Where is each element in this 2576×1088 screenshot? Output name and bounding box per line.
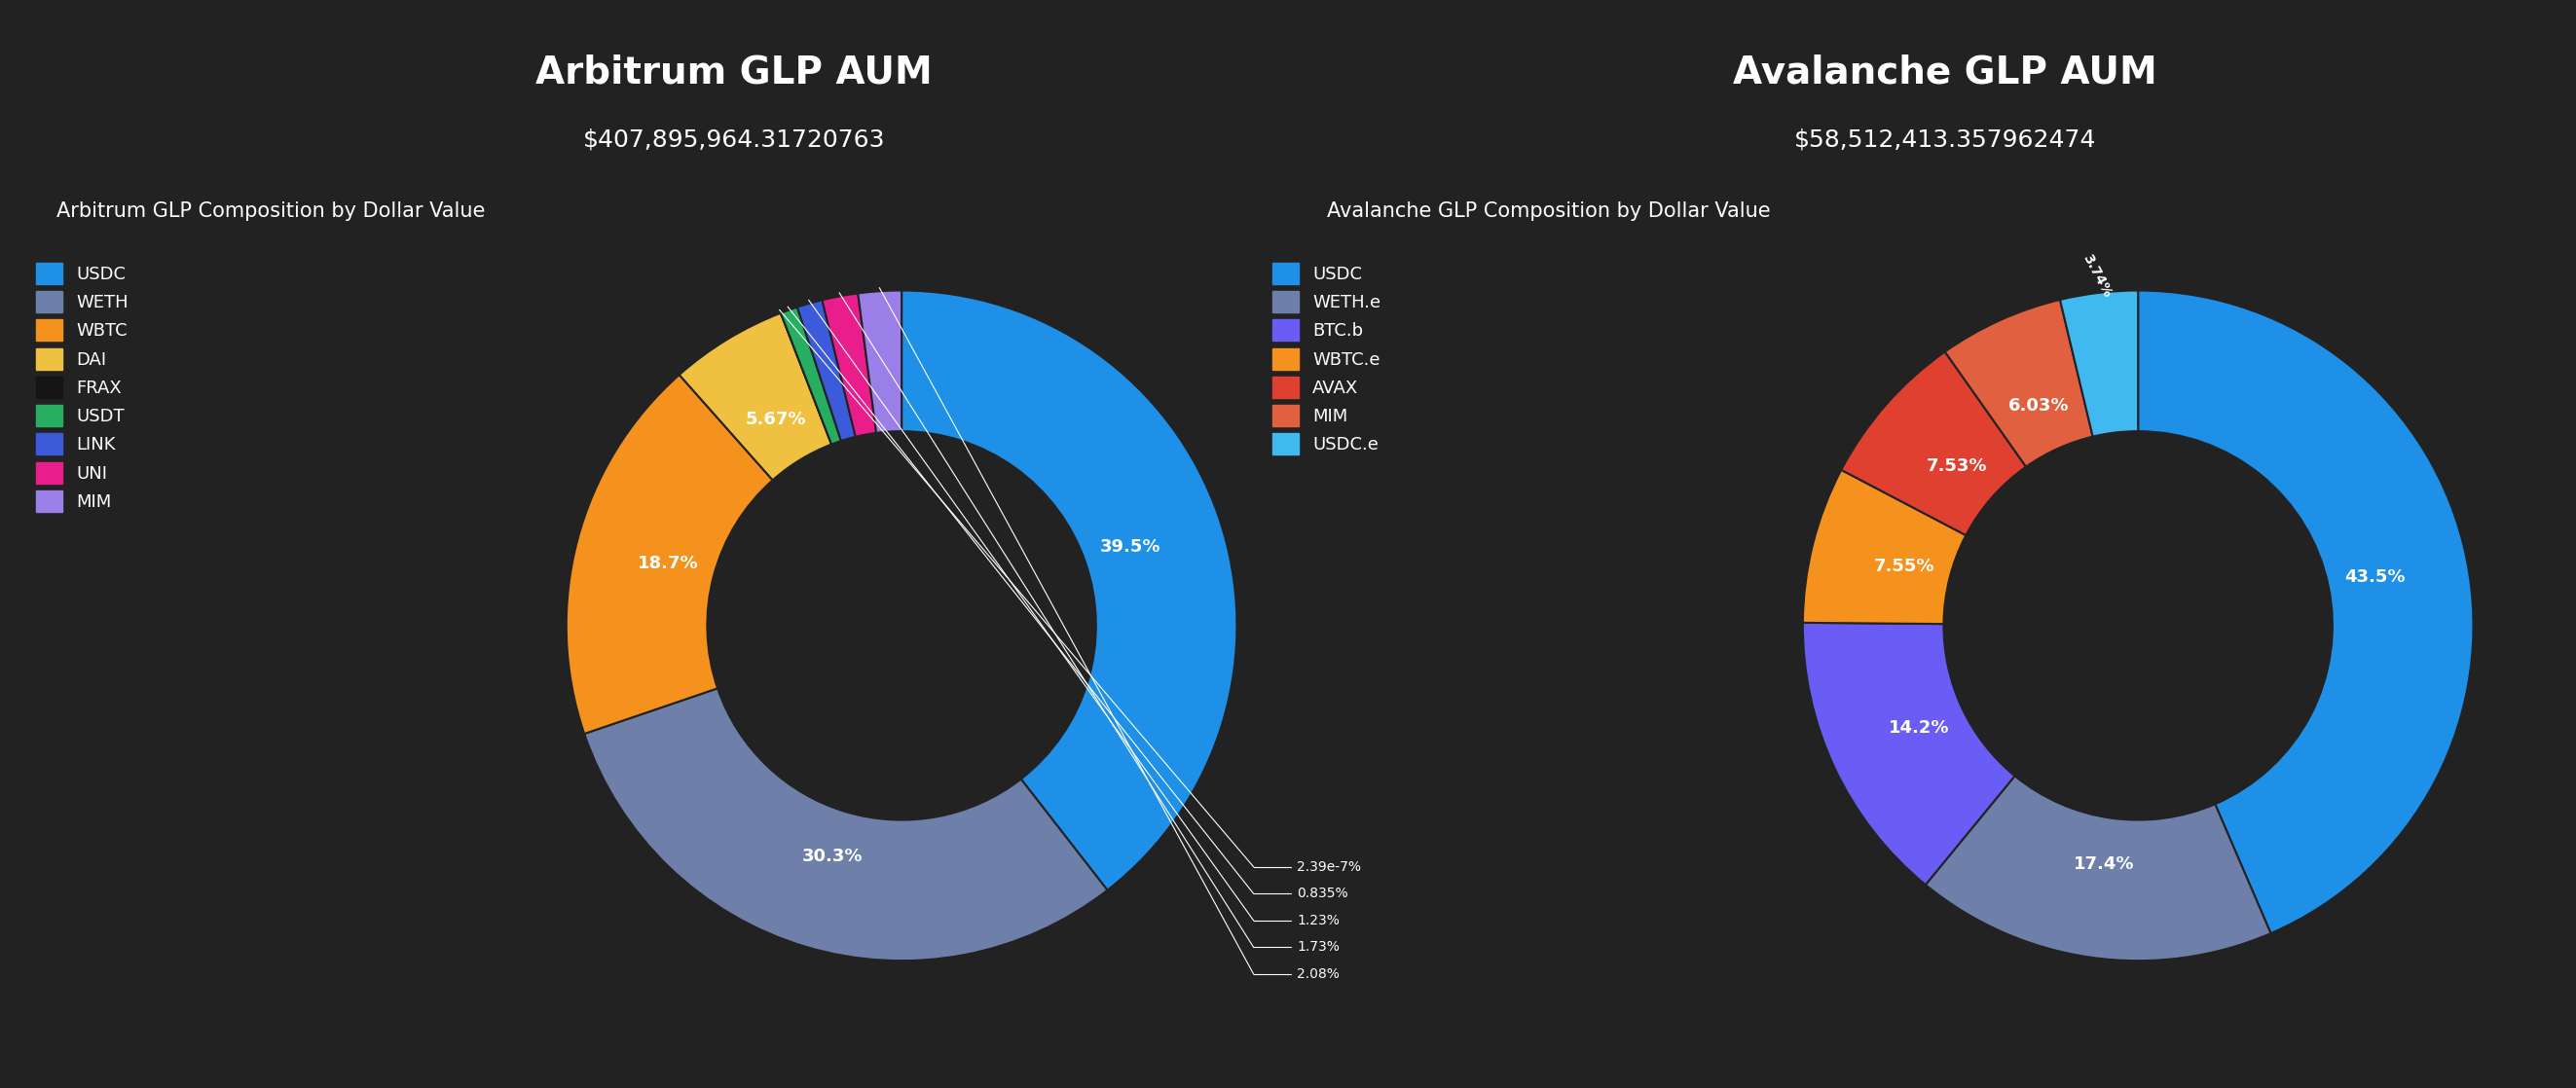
Text: Arbitrum GLP Composition by Dollar Value: Arbitrum GLP Composition by Dollar Value <box>57 201 484 221</box>
Legend: USDC, WETH.e, BTC.b, WBTC.e, AVAX, MIM, USDC.e: USDC, WETH.e, BTC.b, WBTC.e, AVAX, MIM, … <box>1267 258 1386 460</box>
Text: Avalanche GLP Composition by Dollar Value: Avalanche GLP Composition by Dollar Valu… <box>1327 201 1770 221</box>
Wedge shape <box>680 313 832 480</box>
Text: 18.7%: 18.7% <box>639 555 698 572</box>
Text: 30.3%: 30.3% <box>801 848 863 866</box>
Text: 0.835%: 0.835% <box>1298 887 1347 901</box>
Wedge shape <box>2061 290 2138 436</box>
Text: 6.03%: 6.03% <box>2009 397 2069 415</box>
Text: 7.53%: 7.53% <box>1927 458 1986 475</box>
Wedge shape <box>858 290 902 433</box>
Wedge shape <box>1803 470 1965 623</box>
Wedge shape <box>2138 290 2473 934</box>
Wedge shape <box>1803 622 2014 885</box>
Wedge shape <box>1945 299 2092 467</box>
Text: 2.08%: 2.08% <box>1298 967 1340 981</box>
Text: $58,512,413.357962474: $58,512,413.357962474 <box>1793 128 2097 151</box>
Text: 7.55%: 7.55% <box>1873 558 1935 576</box>
Text: 1.23%: 1.23% <box>1298 914 1340 927</box>
Wedge shape <box>902 290 1236 890</box>
Text: $407,895,964.31720763: $407,895,964.31720763 <box>582 128 886 151</box>
Wedge shape <box>781 307 842 444</box>
Text: 39.5%: 39.5% <box>1100 539 1159 556</box>
Legend: USDC, WETH, WBTC, DAI, FRAX, USDT, LINK, UNI, MIM: USDC, WETH, WBTC, DAI, FRAX, USDT, LINK,… <box>31 258 134 517</box>
Text: 3.74%: 3.74% <box>2079 252 2115 300</box>
Text: 17.4%: 17.4% <box>2074 856 2136 874</box>
Text: 1.73%: 1.73% <box>1298 940 1340 954</box>
Text: 14.2%: 14.2% <box>1888 719 1950 737</box>
Text: 5.67%: 5.67% <box>744 411 806 429</box>
Wedge shape <box>585 689 1108 961</box>
Text: 43.5%: 43.5% <box>2344 568 2406 585</box>
Text: 2.39e-7%: 2.39e-7% <box>1298 860 1363 874</box>
Wedge shape <box>781 313 832 444</box>
Wedge shape <box>1842 351 2027 535</box>
Wedge shape <box>796 300 855 441</box>
Wedge shape <box>1924 776 2272 961</box>
Text: Arbitrum GLP AUM: Arbitrum GLP AUM <box>536 53 933 90</box>
Wedge shape <box>567 374 773 733</box>
Text: Avalanche GLP AUM: Avalanche GLP AUM <box>1734 53 2156 90</box>
Wedge shape <box>822 294 876 436</box>
